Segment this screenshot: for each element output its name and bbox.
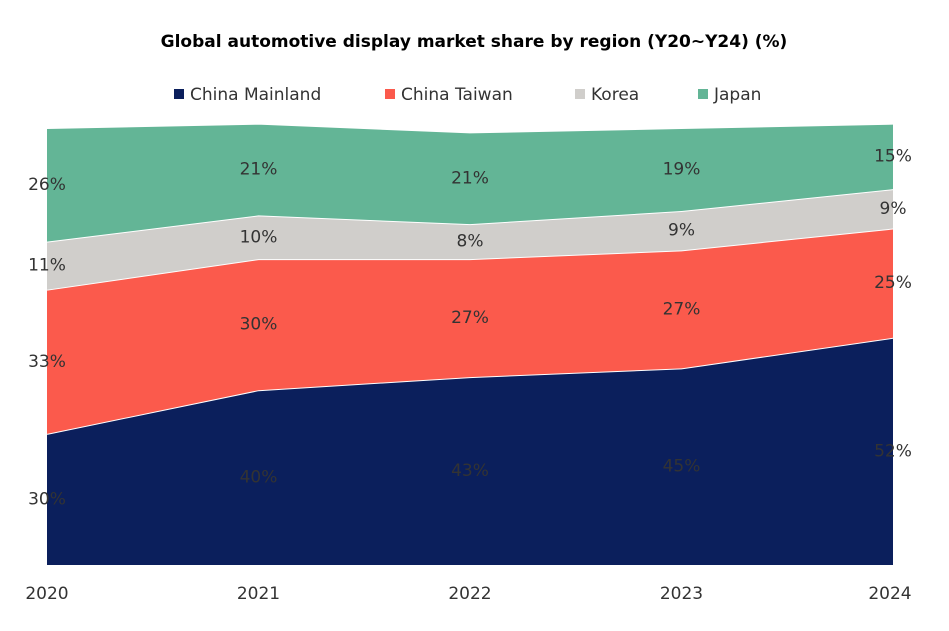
value-label: 8% (457, 232, 484, 252)
x-tick-label: 2021 (237, 584, 280, 604)
legend-label: Japan (713, 85, 761, 105)
value-label: 33% (28, 352, 66, 372)
area (47, 228, 893, 434)
area (47, 123, 893, 242)
x-tick-label: 2024 (868, 584, 911, 604)
value-label: 30% (28, 489, 66, 509)
value-label: 25% (874, 273, 912, 293)
value-label: 15% (874, 146, 912, 166)
value-label: 11% (28, 256, 66, 276)
x-tick-label: 2022 (448, 584, 491, 604)
value-label: 43% (451, 461, 489, 481)
legend-swatch (575, 89, 585, 99)
legend-label: China Mainland (190, 85, 321, 105)
value-label: 10% (240, 227, 278, 247)
legend-swatch (698, 89, 708, 99)
value-label: 27% (451, 308, 489, 328)
value-label: 27% (663, 299, 701, 319)
legend-label: China Taiwan (401, 85, 513, 105)
legend-swatch (174, 89, 184, 99)
legend-swatch (385, 89, 395, 99)
value-label: 19% (663, 160, 701, 180)
chart-title: Global automotive display market share b… (161, 32, 788, 52)
x-tick-label: 2020 (25, 584, 68, 604)
value-label: 45% (663, 457, 701, 477)
value-label: 26% (28, 175, 66, 195)
value-label: 21% (240, 160, 278, 180)
value-label: 40% (240, 468, 278, 488)
area (47, 337, 893, 565)
value-label: 30% (240, 315, 278, 335)
value-label: 21% (451, 168, 489, 188)
area (47, 189, 893, 290)
value-label: 9% (668, 221, 695, 241)
x-tick-label: 2023 (660, 584, 703, 604)
value-label: 52% (874, 441, 912, 461)
legend-label: Korea (591, 85, 639, 105)
value-label: 9% (880, 199, 907, 219)
area-edge (46, 122, 894, 134)
